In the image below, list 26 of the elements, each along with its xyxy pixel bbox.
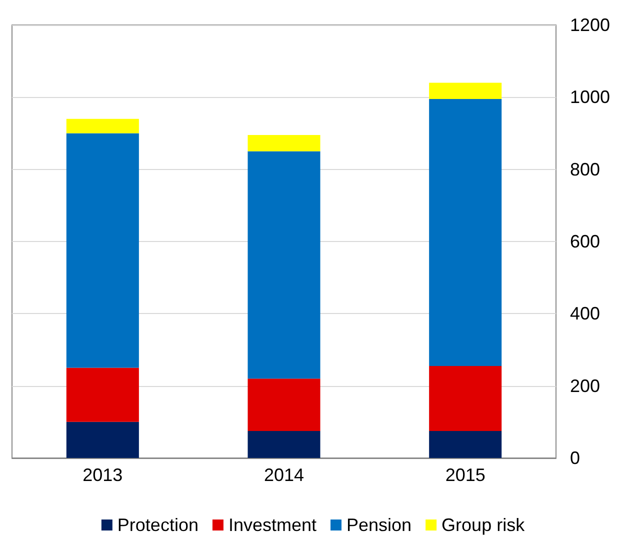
y-tick-label: 800 xyxy=(570,159,600,180)
bar xyxy=(429,366,502,431)
y-tick-label: 0 xyxy=(570,448,580,468)
y-tick-label: 600 xyxy=(570,232,600,252)
bar xyxy=(248,430,320,458)
bar xyxy=(248,135,320,152)
bar xyxy=(248,151,320,379)
legend-label: Group risk xyxy=(442,515,526,535)
y-tick-label: 1200 xyxy=(570,15,610,35)
bar xyxy=(429,82,502,99)
x-tick-label: 2015 xyxy=(445,465,486,485)
bar xyxy=(66,133,139,368)
bar xyxy=(66,118,139,134)
bar xyxy=(66,368,139,422)
legend-label: Investment xyxy=(228,515,317,535)
x-tick-label: 2013 xyxy=(82,465,123,485)
y-tick-label: 400 xyxy=(570,304,600,324)
legend-label: Pension xyxy=(346,515,412,535)
bar xyxy=(66,422,139,458)
bar xyxy=(429,98,502,366)
bar xyxy=(429,430,502,458)
y-tick-label: 1000 xyxy=(570,87,610,108)
y-tick-label: 200 xyxy=(570,376,600,396)
bar xyxy=(248,378,320,431)
x-tick-label: 2014 xyxy=(264,465,304,485)
legend-label: Protection xyxy=(117,515,198,535)
